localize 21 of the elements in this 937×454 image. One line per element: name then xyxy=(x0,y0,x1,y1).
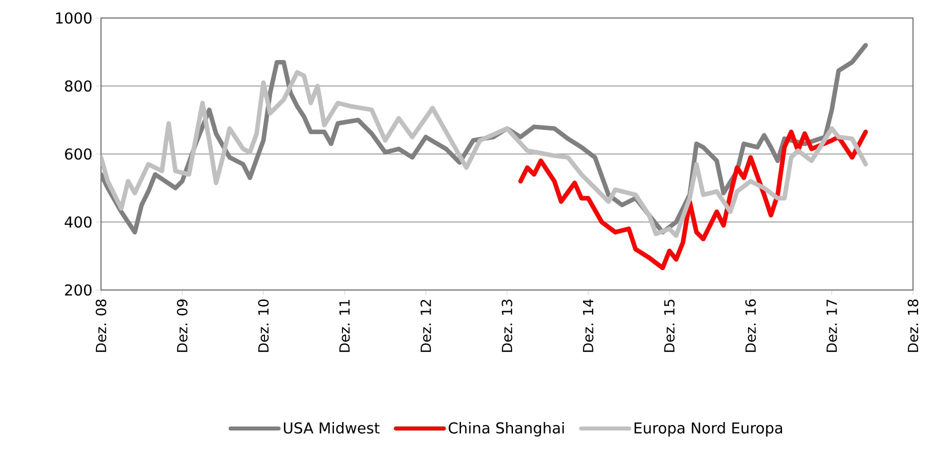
x-tick-label: Dez. 11 xyxy=(339,300,350,352)
x-tick-label: Dez. 09 xyxy=(176,300,188,352)
x-tick-label: Dez. 16 xyxy=(745,299,756,352)
y-tick-label: 800 xyxy=(65,80,92,92)
y-tick-label: 600 xyxy=(65,148,92,160)
x-tick-label: Dez. 15 xyxy=(664,300,675,352)
y-tick-label: 1000 xyxy=(56,12,92,24)
y-tick-label: 400 xyxy=(64,216,92,228)
x-tick-label: Dez. 12 xyxy=(420,300,432,352)
legend-label: Europa Nord Europa xyxy=(634,422,782,436)
line-series xyxy=(101,70,868,238)
y-tick-label: 200 xyxy=(65,284,92,296)
x-tick-label: Dez. 18 xyxy=(908,299,918,352)
line-series xyxy=(518,130,868,270)
x-tick-label: Dez. 08 xyxy=(96,299,106,352)
x-tick-label: Dez. 10 xyxy=(258,299,269,352)
legend-label: China Shanghai xyxy=(448,422,564,436)
x-tick-label: Dez. 13 xyxy=(502,300,512,352)
legend-label: USA Midwest xyxy=(284,422,380,434)
x-tick-label: Dez. 14 xyxy=(583,299,594,352)
x-tick-label: Dez. 17 xyxy=(826,300,837,352)
